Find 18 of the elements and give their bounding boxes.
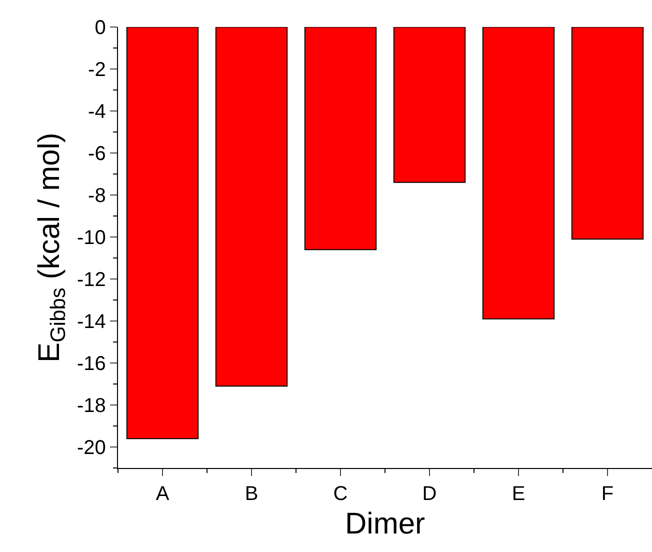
x-tick-label: C: [333, 483, 348, 506]
y-tick-label: -4: [88, 101, 106, 123]
y-tick-label: -18: [76, 395, 106, 417]
x-tick-label: D: [422, 483, 437, 506]
x-tick-label: F: [601, 483, 614, 506]
x-axis-title: Dimer: [345, 508, 426, 541]
x-tick-label: E: [512, 483, 526, 506]
y-tick-label: -6: [88, 143, 106, 165]
y-tick-label: 0: [94, 17, 106, 39]
y-tick-label: -16: [76, 353, 106, 375]
y-tick-label: -2: [88, 59, 106, 81]
x-tick-label: A: [156, 483, 170, 506]
y-tick-label: -12: [76, 269, 106, 291]
y-tick-label: -14: [76, 311, 106, 333]
y-tick-label: -10: [76, 227, 106, 249]
x-tick-label: B: [244, 483, 258, 506]
y-tick-label: -8: [88, 185, 106, 207]
y-tick-label: -20: [76, 437, 106, 459]
